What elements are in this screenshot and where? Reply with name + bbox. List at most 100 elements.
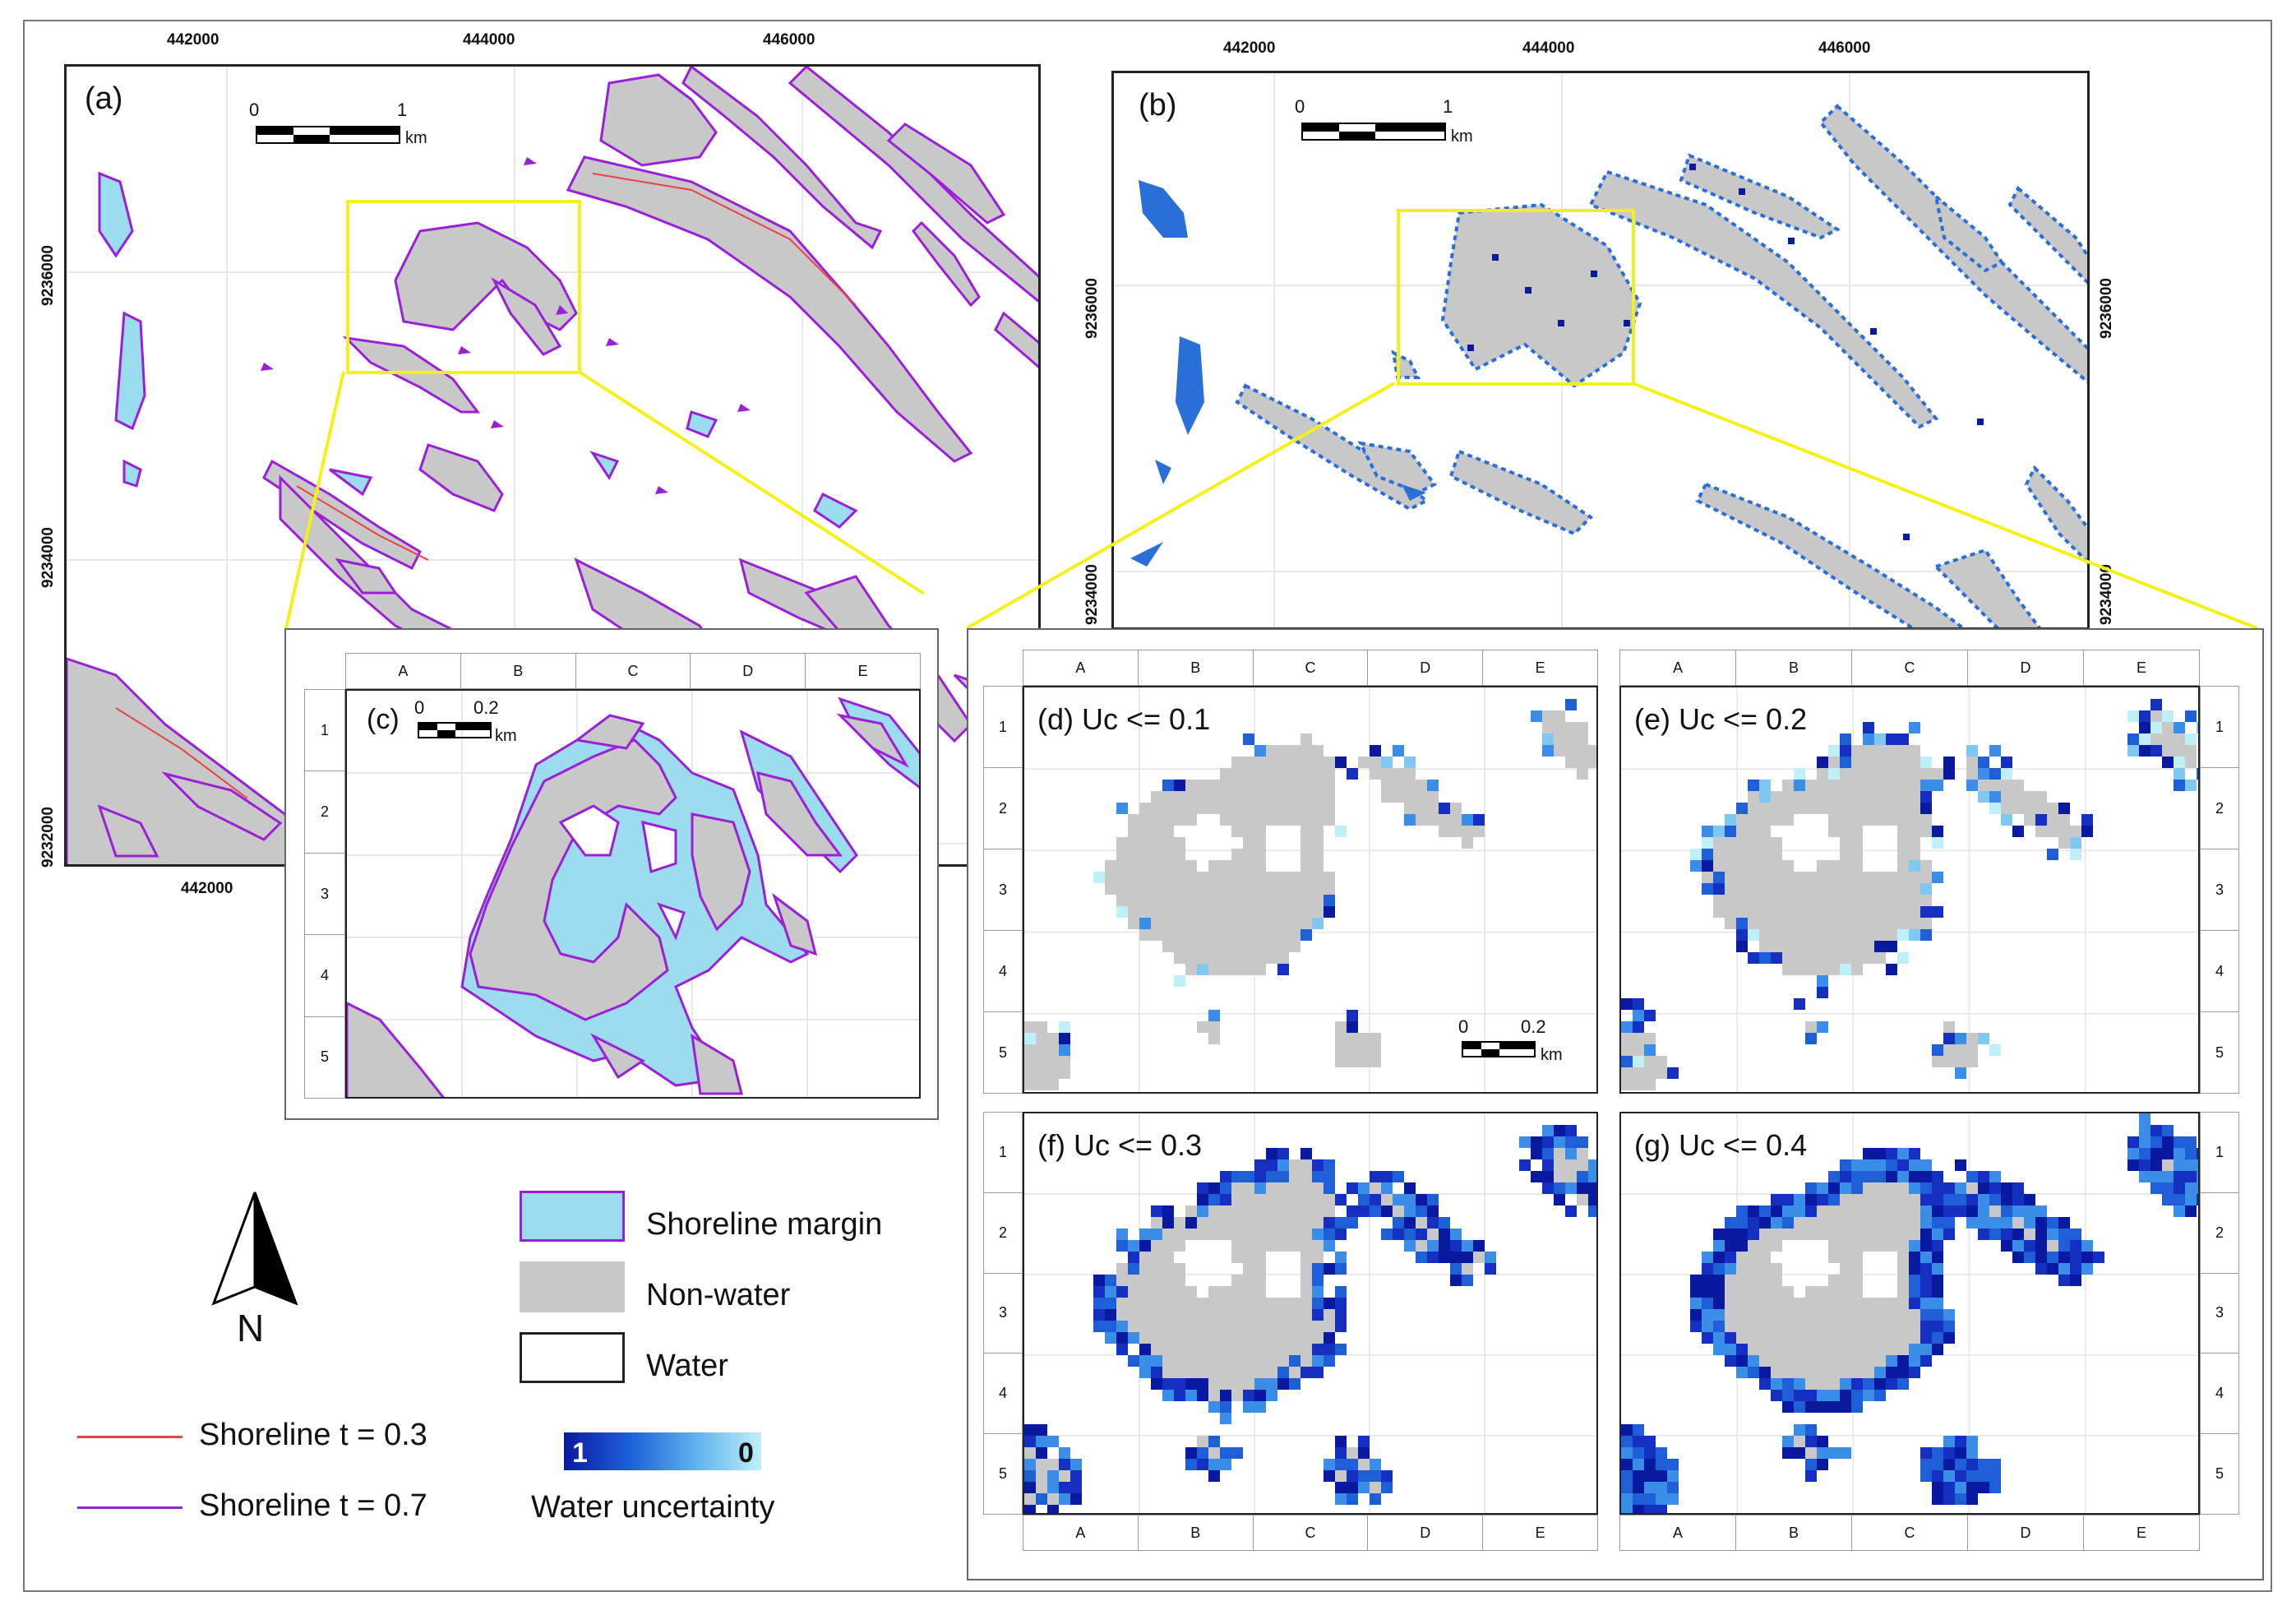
panel-d-label: (d) Uc <= 0.1 (1037, 702, 1211, 736)
raster-cell (1208, 1332, 1220, 1344)
raster-cell (1702, 1252, 1713, 1263)
raster-cell (1254, 1367, 1266, 1378)
raster-cell (1794, 906, 1805, 918)
raster-cell (1036, 1067, 1047, 1079)
raster-cell (1771, 1309, 1782, 1321)
raster-cell (2150, 1159, 2162, 1171)
tick-b-e1: 442000 (1223, 39, 1276, 57)
raster-cell (1151, 918, 1162, 929)
raster-cell (1828, 1309, 1840, 1321)
raster-cell (1817, 895, 1828, 906)
raster-cell (1024, 1493, 1036, 1505)
raster-cell (1335, 1056, 1347, 1067)
raster-cell (2012, 780, 2024, 791)
raster-cell (1404, 1194, 1416, 1205)
raster-cell (1243, 1194, 1254, 1205)
raster-cell (2185, 1159, 2197, 1171)
raster-cell (1840, 1447, 1851, 1459)
raster-cell (1347, 1205, 1358, 1217)
raster-cell (1955, 1436, 1966, 1447)
raster-cell (1243, 1298, 1254, 1309)
raster-cell (1588, 1182, 1596, 1194)
raster-cell (1817, 1298, 1828, 1309)
raster-cell (2024, 1229, 2035, 1240)
raster-cell (1185, 1390, 1197, 1401)
raster-cell (1932, 1286, 1943, 1298)
raster-cell (1393, 780, 1404, 791)
raster-cell (1805, 1205, 1817, 1217)
raster-cell (1874, 1355, 1886, 1367)
raster-cell (1162, 791, 1174, 803)
raster-cell (2024, 814, 2035, 826)
raster-cell (1312, 1205, 1324, 1217)
raster-cell (1254, 906, 1266, 918)
raster-cell (1840, 849, 1851, 860)
raster-cell (1220, 1332, 1231, 1344)
legend-label-margin: Shoreline margin (646, 1207, 883, 1242)
raster-cell (1312, 1229, 1324, 1240)
raster-cell (1805, 964, 1817, 975)
raster-cell (1243, 1355, 1254, 1367)
raster-cell (1748, 1344, 1759, 1355)
raster-cell (2185, 1182, 2197, 1194)
raster-cell (1473, 814, 1485, 826)
raster-cell (1736, 1263, 1748, 1275)
raster-cell (1197, 1205, 1208, 1217)
raster-cell (1863, 1159, 1874, 1171)
raster-cell (1748, 849, 1759, 860)
grid-columns-c: A B C D E (345, 653, 921, 689)
raster-cell (1243, 1171, 1254, 1182)
raster-cell (1300, 1240, 1312, 1252)
raster-cell (1840, 1240, 1851, 1252)
raster-cell (1577, 722, 1588, 733)
raster-cell (1312, 1263, 1324, 1275)
raster-cell (1243, 952, 1254, 964)
raster-cell (1289, 1367, 1300, 1378)
raster-cell (1920, 1240, 1932, 1252)
raster-cell (1266, 757, 1277, 768)
raster-cell (1139, 1298, 1151, 1309)
raster-cell (1185, 929, 1197, 941)
raster-cell (1748, 1217, 1759, 1229)
grid-columns-g: A B C D E (1619, 1515, 2200, 1551)
raster-cell (1024, 1033, 1036, 1044)
raster-cell (1565, 745, 1577, 757)
raster-cell (1690, 1321, 1702, 1332)
raster-cell (1324, 1298, 1335, 1309)
raster-cell (1128, 895, 1139, 906)
raster-cell (2185, 1205, 2197, 1217)
raster-cell (1208, 906, 1220, 918)
raster-cell (2035, 803, 2047, 814)
raster-cell (1748, 1286, 1759, 1298)
raster-cell (1759, 1286, 1771, 1298)
raster-cell (1863, 733, 1874, 745)
raster-cell (1748, 1298, 1759, 1309)
raster-cell (1220, 1413, 1231, 1424)
raster-cell (1300, 860, 1312, 872)
raster-cell (1817, 791, 1828, 803)
raster-cell (1702, 1286, 1713, 1298)
figure-frame (23, 20, 2272, 1592)
raster-cell (1335, 1298, 1347, 1309)
raster-cell (2174, 1194, 2185, 1205)
raster-cell (1220, 1344, 1231, 1355)
raster-cell (1989, 803, 2001, 814)
raster-cell (1220, 1205, 1231, 1217)
raster-cell (1748, 952, 1759, 964)
raster-cell (1174, 895, 1185, 906)
raster-cell (1393, 1205, 1404, 1217)
raster-cell (2162, 733, 2174, 745)
raster-cell (1254, 1159, 1266, 1171)
raster-cell (1277, 814, 1289, 826)
tick-a-n1: 9236000 (39, 245, 57, 306)
raster-cell (1840, 918, 1851, 929)
raster-cell (1840, 1286, 1851, 1298)
raster-cell (1828, 918, 1840, 929)
raster-cell (1047, 1470, 1059, 1482)
raster-cell (1254, 1321, 1266, 1332)
raster-cell (1851, 1344, 1863, 1355)
raster-cell (1644, 1033, 1656, 1044)
raster-cell (1128, 1355, 1139, 1367)
raster-cell (1943, 1044, 1955, 1056)
raster-cell (1920, 1344, 1932, 1355)
